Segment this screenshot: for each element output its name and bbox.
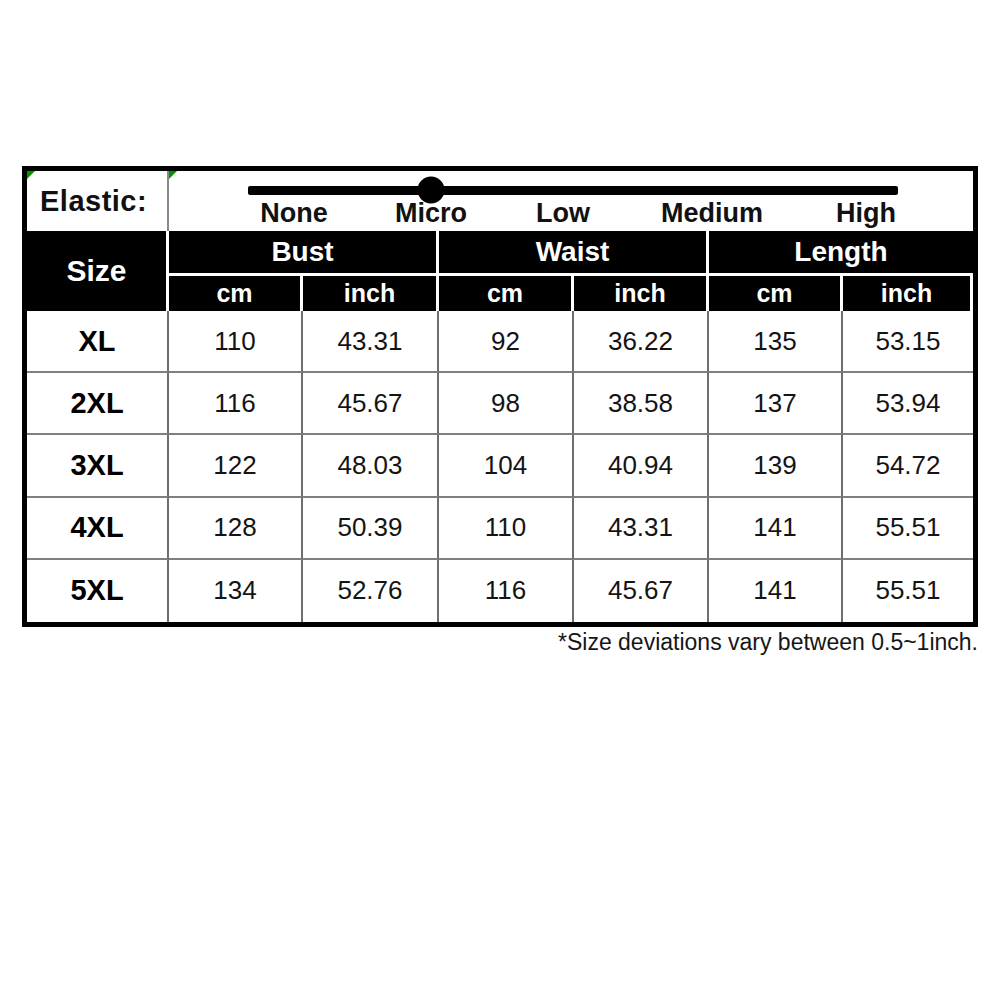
column-group-bust: Bust	[169, 231, 439, 276]
length-cm-value: 141	[709, 560, 843, 622]
waist-cm-value: 110	[439, 498, 574, 560]
elastic-label-cell: Elastic:	[27, 171, 169, 231]
length-cm-value: 135	[709, 311, 843, 373]
bust-cm-value: 110	[169, 311, 303, 373]
unit-header-bust-inch: inch	[303, 276, 439, 311]
bust-cm-value: 134	[169, 560, 303, 622]
column-group-waist: Waist	[439, 231, 709, 276]
length-inch-value: 55.51	[843, 560, 973, 622]
waist-inch-value: 36.22	[574, 311, 709, 373]
waist-cm-value: 104	[439, 435, 574, 497]
column-group-length: Length	[709, 231, 973, 276]
elastic-slider: None Micro Low Medium High	[169, 171, 973, 231]
size-label: XL	[27, 311, 169, 373]
waist-inch-value: 43.31	[574, 498, 709, 560]
size-chart-image: Elastic: None Micro Low Medium High Size…	[0, 0, 1001, 1001]
size-deviation-footnote: *Size deviations vary between 0.5~1inch.	[558, 629, 978, 656]
bust-inch-value: 43.31	[303, 311, 439, 373]
size-label: 2XL	[27, 373, 169, 435]
unit-header-length-inch: inch	[843, 276, 973, 311]
waist-inch-value: 45.67	[574, 560, 709, 622]
unit-header-waist-cm: cm	[439, 276, 574, 311]
length-inch-value: 53.15	[843, 311, 973, 373]
waist-cm-value: 92	[439, 311, 574, 373]
unit-header-bust-cm: cm	[169, 276, 303, 311]
unit-header-length-cm: cm	[709, 276, 843, 311]
column-header-size: Size	[27, 231, 169, 311]
elastic-slider-track	[248, 186, 898, 195]
size-label: 4XL	[27, 498, 169, 560]
bust-inch-value: 50.39	[303, 498, 439, 560]
bust-cm-value: 122	[169, 435, 303, 497]
size-label: 3XL	[27, 435, 169, 497]
elastic-level-low: Low	[536, 198, 590, 229]
bust-inch-value: 48.03	[303, 435, 439, 497]
bust-inch-value: 45.67	[303, 373, 439, 435]
cell-corner-marker-icon	[27, 171, 35, 179]
length-inch-value: 54.72	[843, 435, 973, 497]
bust-cm-value: 116	[169, 373, 303, 435]
bust-cm-value: 128	[169, 498, 303, 560]
size-label: 5XL	[27, 560, 169, 622]
waist-inch-value: 40.94	[574, 435, 709, 497]
unit-header-waist-inch: inch	[574, 276, 709, 311]
waist-cm-value: 98	[439, 373, 574, 435]
elastic-level-micro: Micro	[395, 198, 467, 229]
bust-inch-value: 52.76	[303, 560, 439, 622]
length-inch-value: 55.51	[843, 498, 973, 560]
length-cm-value: 141	[709, 498, 843, 560]
cell-corner-marker-icon	[169, 171, 177, 179]
length-cm-value: 139	[709, 435, 843, 497]
length-cm-value: 137	[709, 373, 843, 435]
waist-cm-value: 116	[439, 560, 574, 622]
length-inch-value: 53.94	[843, 373, 973, 435]
size-chart-table: Elastic: None Micro Low Medium High Size…	[22, 166, 978, 627]
elastic-level-medium: Medium	[661, 198, 763, 229]
elastic-label: Elastic:	[40, 185, 147, 218]
waist-inch-value: 38.58	[574, 373, 709, 435]
elastic-level-none: None	[260, 198, 328, 229]
elastic-level-high: High	[836, 198, 896, 229]
